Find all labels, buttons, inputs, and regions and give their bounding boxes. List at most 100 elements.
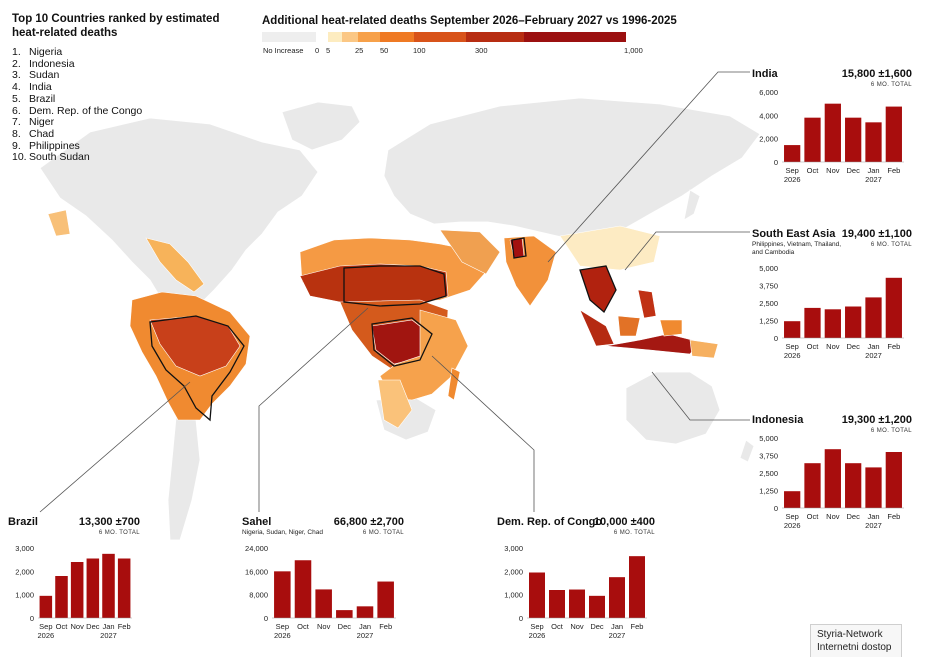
- x-tick-label: Feb: [118, 622, 131, 631]
- panel-total-note: 6 MO. TOTAL: [362, 530, 404, 536]
- x-tick-label: Nov: [826, 342, 840, 351]
- y-tick-label: 24,000: [245, 544, 268, 553]
- x-year-label: 2026: [784, 351, 801, 360]
- ranking-number: 8.: [12, 127, 21, 140]
- x-tick-label: Feb: [887, 342, 900, 351]
- ranking-item: 9. Philippines: [12, 139, 142, 153]
- y-tick-label: 0: [30, 614, 34, 623]
- y-tick-label: 0: [774, 504, 778, 513]
- bar: [589, 595, 605, 618]
- x-tick-label: Sep: [530, 622, 543, 631]
- region-panel: South East Asia 19,400 ±1,100 6 MO. TOTAL P…: [752, 228, 912, 363]
- legend-tick-label: 1,000: [624, 46, 643, 55]
- y-tick-label: 0: [264, 614, 268, 623]
- x-year-label: 2026: [274, 631, 291, 640]
- legend-tick-label: 0: [315, 46, 320, 55]
- bar: [569, 589, 585, 618]
- y-tick-label: 3,750: [759, 452, 778, 461]
- y-tick-label: 0: [774, 158, 778, 167]
- legend-swatch: [358, 32, 380, 42]
- x-tick-label: Oct: [56, 622, 69, 631]
- x-tick-label: Jan: [359, 622, 371, 631]
- bar: [609, 577, 625, 618]
- y-tick-label: 5,000: [759, 264, 778, 273]
- y-tick-label: 3,000: [15, 544, 34, 553]
- ranking-country: Brazil: [29, 92, 56, 105]
- x-tick-label: Sep: [39, 622, 52, 631]
- ranking-country: Indonesia: [29, 57, 75, 70]
- bar: [294, 560, 312, 618]
- ranking-item: 7. Niger: [12, 116, 142, 129]
- legend-swatch-no-increase: [262, 32, 316, 42]
- x-tick-label: Dec: [338, 622, 352, 631]
- bar: [39, 595, 53, 618]
- x-tick-label: Sep: [785, 342, 798, 351]
- bar: [274, 571, 291, 618]
- legend-tick-label: 50: [380, 46, 389, 55]
- y-tick-label: 1,000: [504, 591, 523, 600]
- ranking-number: 9.: [12, 139, 21, 152]
- ranking-item: 3. Sudan: [12, 70, 142, 82]
- x-tick-label: Jan: [867, 342, 879, 351]
- y-tick-label: 2,500: [759, 469, 778, 478]
- x-tick-label: Dec: [846, 166, 860, 175]
- x-tick-label: Jan: [611, 622, 623, 631]
- ranking-country: India: [29, 81, 52, 94]
- legend-title: Additional heat-related deaths September…: [262, 15, 677, 27]
- panel-total-note: 6 MO. TOTAL: [870, 428, 912, 434]
- x-tick-label: Dec: [846, 342, 860, 351]
- ranking-number: 10.: [12, 151, 27, 164]
- bar: [865, 122, 882, 162]
- region-panel: Brazil 13,300 ±700 6 MO. TOTAL 0 1,000 2,000 3…: [8, 516, 140, 651]
- x-year-label: 2027: [100, 631, 117, 640]
- panel-region-name: India: [752, 68, 778, 80]
- x-year-label: 2027: [865, 175, 882, 184]
- y-tick-label: 2,500: [759, 299, 778, 308]
- bar: [885, 452, 902, 508]
- legend-tick-label: 5: [326, 46, 331, 55]
- ranking-number: 2.: [12, 57, 21, 70]
- y-tick-label: 16,000: [245, 567, 268, 576]
- bar: [356, 606, 374, 618]
- panel-region-name: South East Asia: [752, 228, 836, 240]
- region-panel: Sahel 66,800 ±2,700 6 MO. TOTAL Nigeria, Su…: [242, 516, 404, 651]
- y-tick-label: 0: [519, 614, 523, 623]
- bar: [804, 117, 821, 162]
- bar: [824, 103, 841, 162]
- panel-region-name: Sahel: [242, 516, 272, 528]
- bar: [315, 589, 332, 618]
- bar: [865, 297, 882, 338]
- ranking-item: 6. Dem. Rep. of the Congo: [12, 104, 142, 118]
- ranking-item: 10. South Sudan: [12, 151, 142, 164]
- x-tick-label: Oct: [807, 166, 820, 175]
- y-tick-label: 1,250: [759, 317, 778, 326]
- y-tick-label: 2,000: [504, 567, 523, 576]
- x-tick-label: Nov: [317, 622, 331, 631]
- bar: [529, 572, 545, 618]
- panel-total-note: 6 MO. TOTAL: [870, 82, 912, 88]
- legend-swatch: [466, 32, 524, 42]
- ranking-item: 1. Nigeria: [12, 46, 142, 59]
- ranking-number: 6.: [12, 104, 21, 117]
- x-tick-label: Oct: [297, 622, 310, 631]
- bar: [117, 558, 131, 618]
- ranking-number: 1.: [12, 46, 21, 58]
- x-tick-label: Feb: [379, 622, 392, 631]
- y-tick-label: 1,250: [759, 487, 778, 496]
- x-tick-label: Jan: [867, 166, 879, 175]
- panel-total: 19,400 ±1,100: [841, 228, 912, 240]
- legend-tick-label: 25: [355, 46, 364, 55]
- bar: [885, 106, 902, 162]
- bar: [865, 467, 882, 508]
- ranking-title: Top 10 Countries ranked by estimated hea…: [12, 13, 220, 39]
- legend-swatch: [320, 32, 328, 42]
- bar: [885, 277, 902, 338]
- ranking-country: Niger: [29, 116, 55, 129]
- x-tick-label: Nov: [826, 166, 840, 175]
- x-year-label: 2026: [784, 175, 801, 184]
- region-panel: India 15,800 ±1,600 6 MO. TOTAL 0 2,000 4,000…: [752, 68, 912, 203]
